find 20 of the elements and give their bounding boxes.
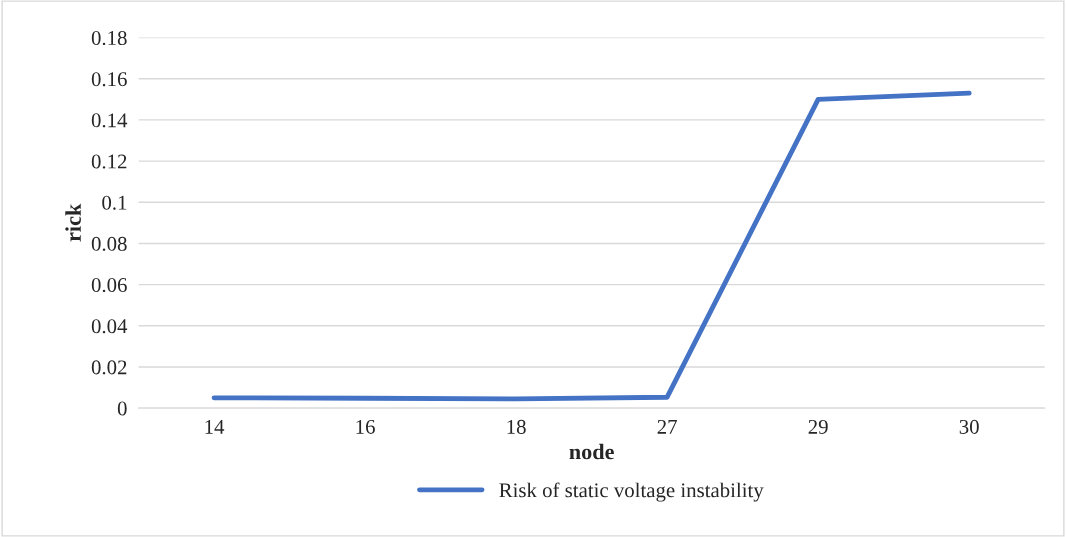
y-tick-label: 0.16 <box>91 72 127 87</box>
y-tick-label: 0.04 <box>91 319 128 334</box>
line-series <box>211 90 972 402</box>
x-tick-label: 16 <box>356 419 375 434</box>
x-axis-title: node <box>569 443 614 460</box>
legend-label: Risk of static voltage instability <box>499 482 764 502</box>
x-tick-label: 14 <box>205 419 225 434</box>
y-tick-label: 0.14 <box>91 113 128 128</box>
y-tick-label: 0.12 <box>91 154 127 169</box>
y-axis-title: rick <box>65 203 81 242</box>
y-tick-label: 0.02 <box>91 360 127 375</box>
y-tick-label: 0 <box>117 401 127 416</box>
y-tick-label: 0.1 <box>102 195 127 210</box>
y-tick-label: 0.08 <box>91 236 127 251</box>
x-tick-label: 18 <box>507 419 526 434</box>
x-tick-label: 27 <box>657 419 677 434</box>
x-tick-label: 29 <box>808 419 828 434</box>
y-tick-label: 0.06 <box>91 277 127 293</box>
y-tick-label: 0.18 <box>91 30 127 46</box>
x-tick-label: 30 <box>959 419 979 434</box>
